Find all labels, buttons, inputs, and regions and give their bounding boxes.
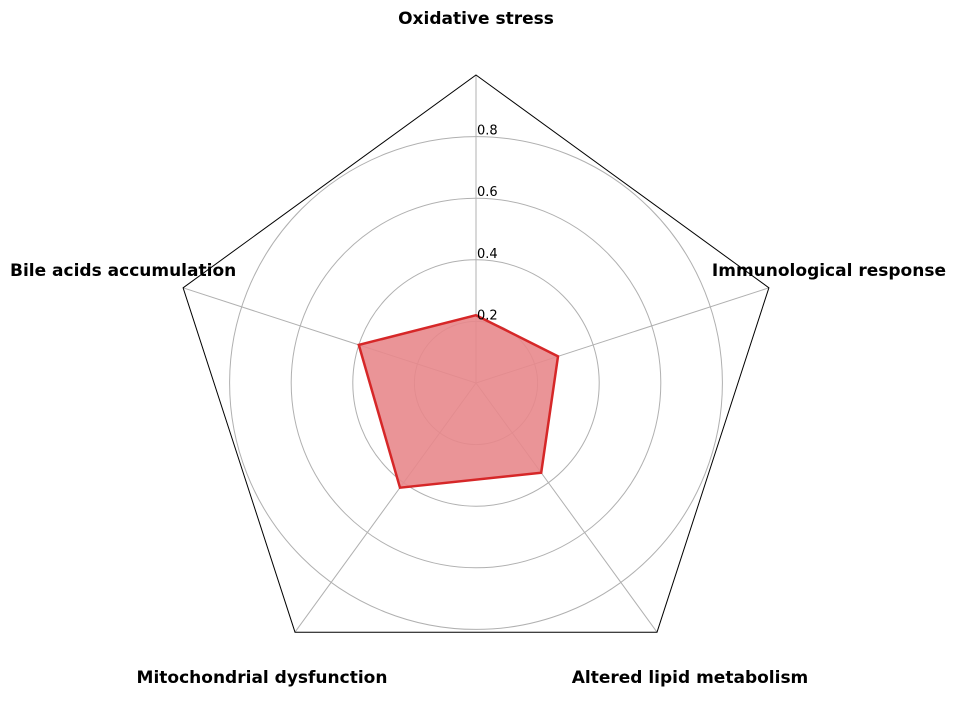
frame-layer [182, 74, 770, 633]
series-area-0 [358, 315, 558, 488]
r-tick-label-1: 0.4 [477, 247, 498, 262]
r-tick-label-0: 0.2 [477, 308, 498, 323]
axis-label-2: Altered lipid metabolism [572, 668, 809, 688]
label-layer: 0.2 0.4 0.6 0.8 Oxidative stress Immunologica… [10, 9, 946, 688]
axis-label-0: Oxidative stress [398, 9, 554, 29]
series-layer [357, 313, 560, 490]
radar-frame [182, 74, 770, 633]
r-tick-label-2: 0.6 [477, 185, 498, 200]
r-tick-label-3: 0.8 [477, 124, 498, 139]
axis-label-3: Mitochondrial dysfunction [137, 668, 388, 688]
series-line-0 [357, 313, 560, 490]
axis-label-1: Immunological response [712, 261, 946, 281]
axis-label-4: Bile acids accumulation [10, 261, 236, 281]
